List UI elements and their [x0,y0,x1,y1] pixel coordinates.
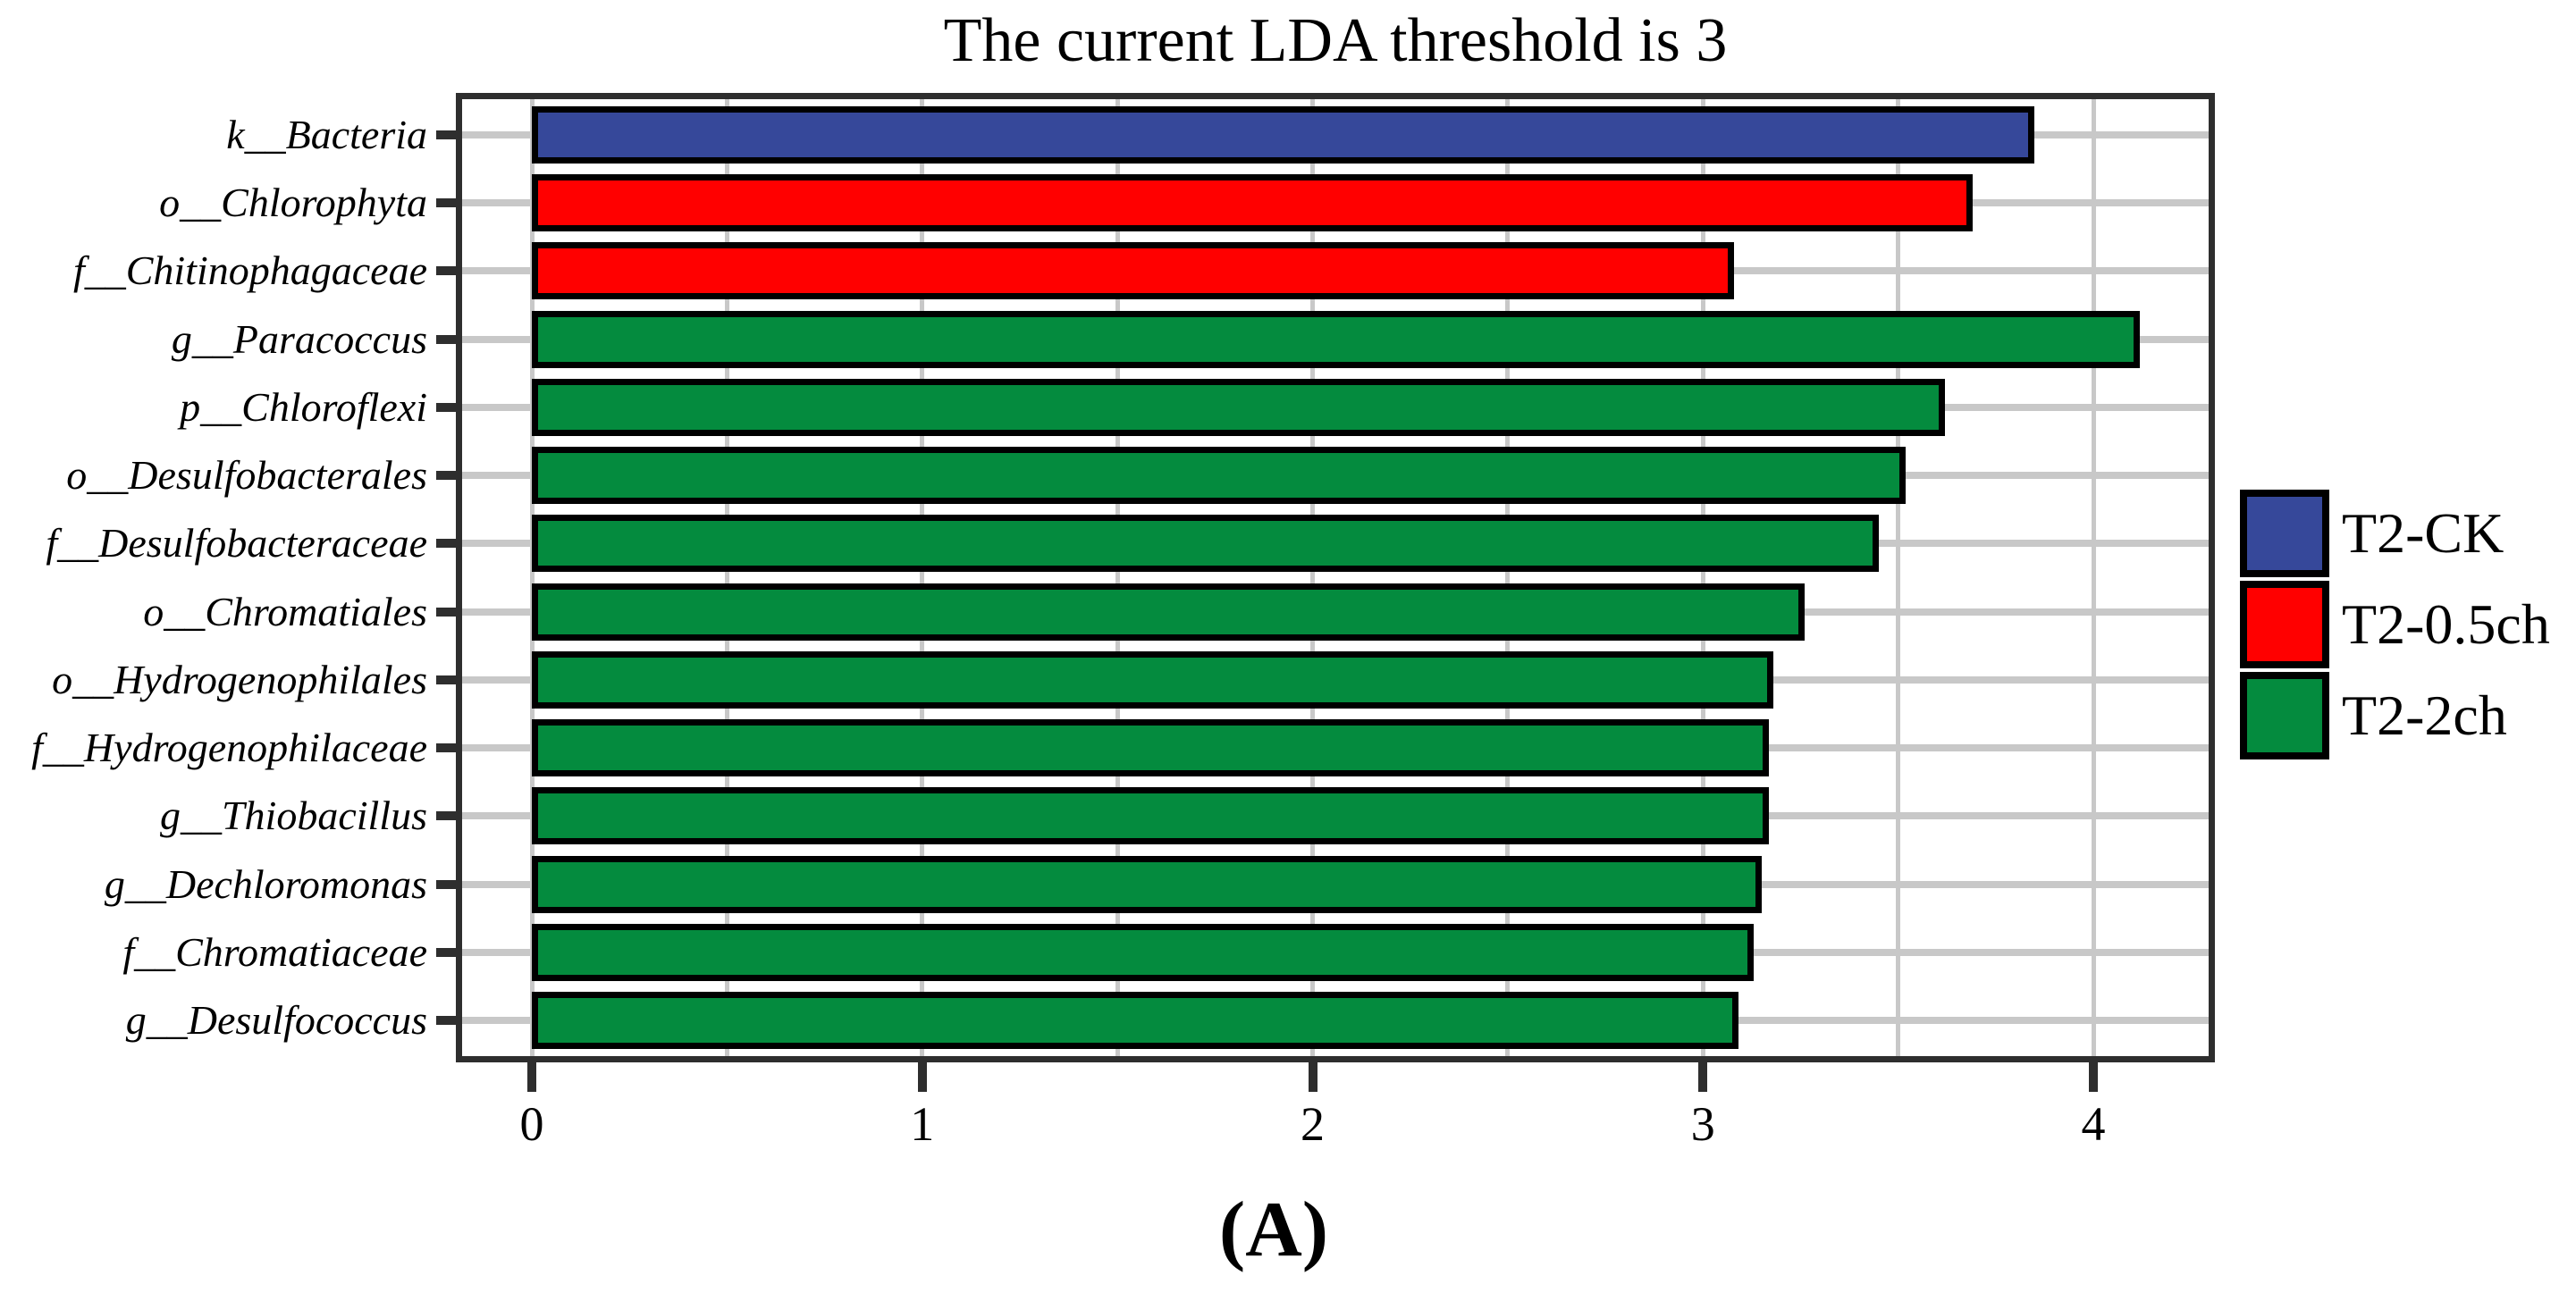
y-axis-labels: k__Bacteria o__Chlorophyta f__Chitinophaga… [0,93,427,1062]
y-axis-label: g__Thiobacillus [159,793,427,839]
x-gridline-minor [1115,93,1120,1062]
legend-swatch [2240,490,2329,577]
y-axis-label: p__Chloroflexi [180,383,427,430]
bar-o__Chlorophyta [532,174,1973,232]
x-axis-tick [1698,1062,1708,1092]
y-axis-tick [436,402,458,412]
bar-g__Dechloromonas [532,855,1762,913]
bar-o__Chromatiales [532,583,1805,641]
legend-swatch [2240,581,2329,668]
bar-g__Paracoccus [532,310,2141,368]
x-gridline-minor [1896,93,1901,1062]
bar-f__Chitinophagaceae [532,242,1735,300]
bar-k__Bacteria [532,106,2035,164]
bar-g__Thiobacillus [532,787,1770,845]
x-gridline-major [1310,93,1315,1062]
x-tick-label: 4 [2081,1097,2106,1151]
y-axis-tick [436,1016,458,1025]
y-axis-tick [436,130,458,139]
bar-f__Chromatiaceae [532,923,1755,981]
y-axis-tick [436,539,458,549]
y-axis-label: g__Dechloromonas [104,860,427,907]
y-axis-tick [436,471,458,481]
x-tick-label: 1 [910,1097,935,1151]
y-axis-label: k__Bacteria [226,112,427,157]
x-axis-tick [2089,1062,2098,1092]
legend-swatch [2240,672,2329,759]
y-axis-tick [436,675,458,684]
y-axis-tick [436,266,458,276]
y-axis-label: f__Chitinophagaceae [72,247,427,294]
x-axis-tick [917,1062,927,1092]
y-axis-tick [436,198,458,208]
plot-area: 0 1 2 3 4 [436,93,2215,1151]
bar-f__Hydrogenophilaceae [532,719,1770,777]
y-axis-label: g__Paracoccus [171,315,427,362]
x-gridline-major [1700,93,1705,1062]
x-tick-label: 0 [519,1097,544,1151]
x-tick-label: 2 [1301,1097,1325,1151]
x-tick-label: 3 [1690,1097,1715,1151]
y-axis-tick [436,879,458,889]
x-gridline-major [2091,93,2096,1062]
legend-item-T2-0.5ch: T2-0.5ch [2240,581,2576,668]
y-axis-label: g__Desulfococcus [125,997,427,1043]
x-axis-tick [527,1062,536,1092]
bar-o__Desulfobacterales [532,447,1907,505]
y-axis-label: o__Hydrogenophilales [52,656,427,702]
y-axis-tick [436,607,458,617]
y-axis-tick [436,947,458,957]
legend-label: T2-2ch [2342,684,2507,747]
legend-label: T2-CK [2342,501,2504,565]
bar-g__Desulfococcus [532,992,1738,1049]
legend-item-T2-CK: T2-CK [2240,490,2576,577]
x-axis-tick [1308,1062,1317,1092]
panel-caption: (A) [1218,1187,1329,1273]
y-axis-tick [436,743,458,753]
legend-label: T2-0.5ch [2342,592,2550,656]
y-axis-label: o__Desulfobacterales [66,452,427,499]
legend-item-T2-2ch: T2-2ch [2240,672,2576,759]
plot-frame [456,93,2215,1062]
y-axis-tick [436,811,458,821]
y-axis-label: f__Chromatiaceae [122,928,427,975]
bar-f__Desulfobacteraceae [532,515,1879,573]
y-axis-tick [436,334,458,344]
bar-o__Hydrogenophilales [532,650,1773,709]
y-axis-label: f__Hydrogenophilaceae [31,725,427,771]
y-axis-label: o__Chlorophyta [159,180,427,226]
x-gridline-major [920,93,925,1062]
x-gridline-major [529,93,535,1062]
chart-title: The current LDA threshold is 3 [943,6,1728,75]
y-axis-label: o__Chromatiales [143,588,427,634]
y-axis-label: f__Desulfobacteraceae [46,520,427,566]
x-gridline-minor [1505,93,1511,1062]
x-gridline-minor [724,93,729,1062]
bar-p__Chloroflexi [532,378,1946,436]
